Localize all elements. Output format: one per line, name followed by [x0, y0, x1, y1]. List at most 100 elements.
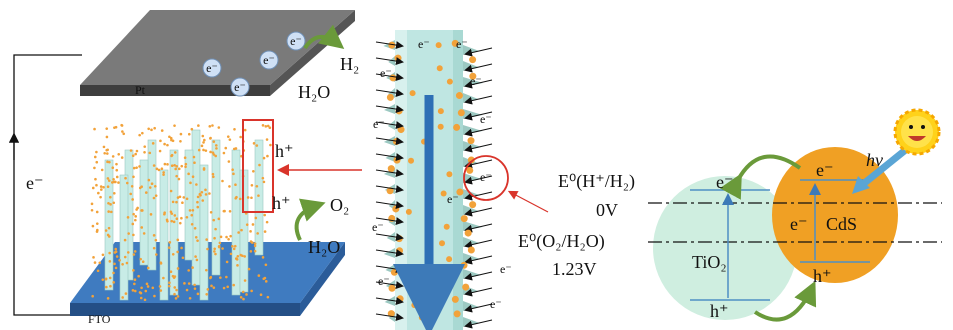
- nanoparticle: [229, 235, 232, 238]
- nanoparticle: [195, 236, 198, 239]
- nanoparticle: [410, 90, 416, 96]
- nanoparticle: [129, 193, 132, 196]
- spike: [463, 301, 479, 311]
- nanoparticle: [93, 167, 96, 170]
- nanoparticle: [163, 143, 166, 146]
- nanoparticle: [177, 295, 180, 298]
- nanoparticle: [96, 230, 99, 233]
- nanoparticle: [121, 296, 124, 299]
- nanoparticle: [254, 250, 257, 253]
- nanoparticle: [436, 42, 442, 48]
- nanoparticle: [153, 164, 156, 167]
- pt-electron: e⁻: [263, 53, 275, 67]
- nanoparticle: [210, 285, 213, 288]
- nanoparticle: [234, 183, 237, 186]
- nanoparticle: [239, 198, 242, 201]
- nanoparticle: [191, 128, 194, 131]
- nanoparticle: [111, 181, 114, 184]
- nanoparticle: [173, 164, 176, 167]
- nanoparticle: [134, 278, 137, 281]
- nanoparticle: [208, 125, 211, 128]
- nanoparticle: [121, 156, 124, 159]
- nanoparticle: [265, 125, 268, 128]
- nanoparticle: [159, 140, 162, 143]
- nanoparticle: [218, 245, 221, 248]
- nanorod-electron: e⁻: [500, 262, 512, 276]
- nanoparticle: [173, 293, 176, 296]
- nanoparticle: [105, 229, 108, 232]
- nanoparticle: [127, 232, 130, 235]
- nanoparticle: [226, 285, 229, 288]
- nanoparticle: [469, 56, 476, 63]
- nanorod: [148, 140, 156, 270]
- nanorod: [120, 175, 128, 300]
- nanoparticle: [175, 175, 178, 178]
- nanoparticle: [408, 158, 414, 164]
- spike: [463, 317, 480, 327]
- nanoparticle: [143, 145, 146, 148]
- nanoparticle: [112, 155, 115, 158]
- sun: [895, 110, 939, 154]
- nanorod: [200, 165, 208, 300]
- nanoparticle: [137, 275, 140, 278]
- nanorod-electron: e⁻: [380, 66, 392, 80]
- nanoparticle: [444, 224, 450, 230]
- spike: [463, 221, 483, 231]
- nanoparticle: [133, 283, 136, 286]
- nanoparticle: [113, 126, 116, 129]
- nanoparticle: [112, 178, 115, 181]
- nanoparticle: [187, 173, 190, 176]
- nanoparticle: [101, 169, 104, 172]
- nanoparticle: [174, 275, 177, 278]
- nanoparticle: [174, 168, 177, 171]
- nanoparticle: [181, 201, 184, 204]
- nanorod-electron: e⁻: [447, 192, 459, 206]
- nanoparticle: [461, 262, 468, 269]
- nanoparticle: [201, 145, 204, 148]
- oxidation-value: 1.23V: [552, 259, 597, 279]
- nanoparticle: [190, 214, 193, 217]
- nanoparticle: [143, 151, 146, 154]
- nanoparticle: [161, 129, 164, 132]
- nanoparticle: [140, 292, 143, 295]
- nanoparticle: [114, 248, 117, 251]
- nanorod: [140, 160, 148, 265]
- nanoparticle: [107, 177, 110, 180]
- nanoparticle: [112, 272, 115, 275]
- nanoparticle: [240, 296, 243, 299]
- nanoparticle: [132, 234, 135, 237]
- nanoparticle: [159, 285, 162, 288]
- nanoparticle: [109, 196, 112, 199]
- nanoparticle: [232, 173, 235, 176]
- spike: [463, 253, 480, 263]
- nanoparticle: [438, 108, 444, 114]
- nanoparticle: [133, 253, 136, 256]
- nanoparticle: [193, 284, 196, 287]
- nanoparticle: [115, 169, 118, 172]
- nanoparticle: [115, 267, 118, 270]
- nanoparticle: [127, 251, 130, 254]
- nanoparticle: [134, 290, 137, 293]
- nanoparticle: [155, 194, 158, 197]
- nanoparticle: [227, 135, 230, 138]
- nanoparticle: [196, 239, 199, 242]
- nanoparticle: [209, 277, 212, 280]
- nanoparticle: [447, 79, 453, 85]
- nanoparticle: [201, 135, 204, 138]
- nanoparticle: [252, 170, 255, 173]
- nanoparticle: [215, 144, 218, 147]
- nanoparticle: [242, 291, 245, 294]
- nanoparticle: [180, 165, 183, 168]
- nanoparticle: [146, 283, 149, 286]
- nanoparticle: [94, 261, 97, 264]
- nanoparticle: [250, 250, 253, 253]
- nanoparticle: [140, 226, 143, 229]
- nanoparticle: [171, 164, 174, 167]
- nanoparticle: [201, 191, 204, 194]
- nanoparticle: [189, 297, 192, 300]
- nanoparticle: [213, 250, 216, 253]
- nanoparticle: [225, 236, 228, 239]
- nanoparticle: [100, 188, 103, 191]
- nanoparticle: [223, 152, 226, 155]
- nanoparticle: [205, 149, 208, 152]
